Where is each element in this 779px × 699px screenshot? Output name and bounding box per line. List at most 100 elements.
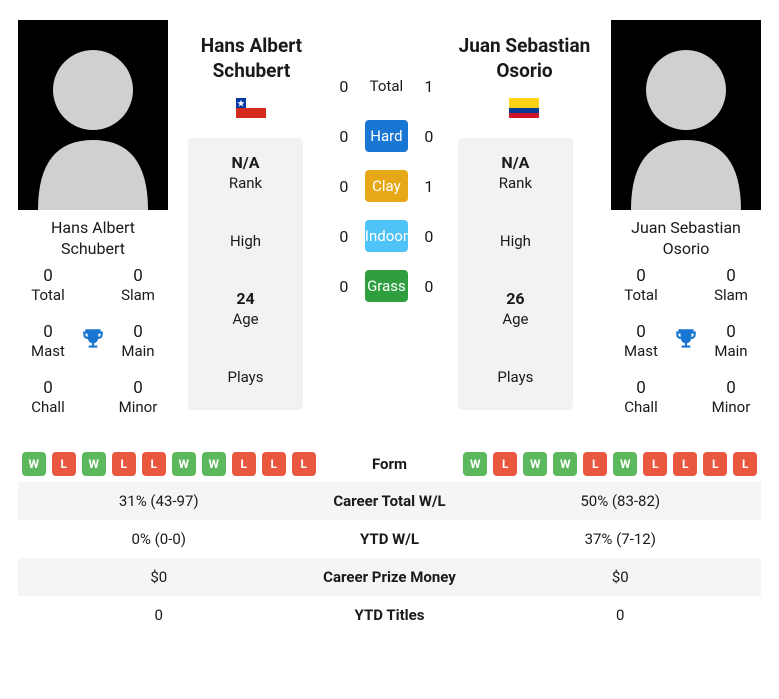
form-chip[interactable]: W [553,452,577,476]
h2h-grass: 0 Grass 0 [335,270,438,302]
h2h-hard-p1: 0 [335,127,353,146]
p2-high: High [458,206,573,274]
h2h-clay-label[interactable]: Clay [365,170,408,202]
p1-plays: Plays [188,342,303,410]
p2-chall-titles: 0Chall [624,378,657,416]
silhouette-icon [18,20,168,210]
form-chip[interactable]: L [703,452,727,476]
form-chip[interactable]: L [643,452,667,476]
stat-p1-value: 0 [18,606,300,624]
stat-p1-value: $0 [18,568,300,586]
silhouette-icon [611,20,761,210]
colombia-flag-icon [509,98,539,118]
h2h-indoor-p1: 0 [335,227,353,246]
p1-mast-titles: 0Mast [31,322,65,360]
h2h-grass-p1: 0 [335,277,353,296]
stat-label: Career Total W/L [300,492,480,510]
stat-p2-value: $0 [480,568,762,586]
h2h-column: 0 Total 1 0 Hard 0 0 Clay 1 0 Indoor 0 0… [335,20,438,416]
stat-p2-value: 37% (7-12) [480,530,762,548]
stats-table: 31% (43-97)Career Total W/L50% (83-82)0%… [18,482,761,634]
stat-row: 0YTD Titles0 [18,596,761,634]
h2h-grass-label[interactable]: Grass [365,270,408,302]
h2h-indoor-p2: 0 [420,227,438,246]
player2-name[interactable]: Juan Sebastian Osorio [611,210,761,266]
p1-slam-titles: 0Slam [121,266,155,304]
player2-header-name[interactable]: Juan Sebastian Osorio [458,20,591,98]
p2-total-titles: 0Total [624,266,658,304]
player1-titles: 0Total 0Slam 0Mast 0Main 0Chall 0Minor [18,266,168,416]
form-chip[interactable]: W [172,452,196,476]
stat-row: $0Career Prize Money$0 [18,558,761,596]
p2-minor-titles: 0Minor [712,378,751,416]
p1-main-titles: 0Main [121,322,154,360]
h2h-total-p1: 0 [335,77,353,96]
chile-flag-icon [236,98,266,118]
trophy-icon [80,326,106,356]
form-chip[interactable]: L [733,452,757,476]
player1-form: WLWLLWWLLL [18,452,320,476]
player1-name[interactable]: Hans Albert Schubert [18,210,168,266]
stat-label: YTD Titles [300,606,480,624]
stat-p1-value: 0% (0-0) [18,530,300,548]
stat-p2-value: 50% (83-82) [480,492,762,510]
form-chip[interactable]: W [463,452,487,476]
p2-main-titles: 0Main [714,322,747,360]
h2h-clay-p2: 1 [420,177,438,196]
stat-label: Career Prize Money [300,568,480,586]
stat-row: 0% (0-0)YTD W/L37% (7-12) [18,520,761,558]
h2h-indoor-label[interactable]: Indoor [365,220,408,252]
player1-photo[interactable] [18,20,168,210]
form-chip[interactable]: L [52,452,76,476]
form-chip[interactable]: W [82,452,106,476]
form-chip[interactable]: W [613,452,637,476]
p1-chall-titles: 0Chall [31,378,64,416]
form-chip[interactable]: L [493,452,517,476]
h2h-clay: 0 Clay 1 [335,170,438,202]
stat-p2-value: 0 [480,606,762,624]
form-label: Form [320,455,460,473]
player2-form: WLWWLWLLLL [460,452,762,476]
player2-stats-wrapper: Juan Sebastian Osorio N/ARank High 26Age… [458,20,591,416]
h2h-hard-label[interactable]: Hard [365,120,408,152]
stat-p1-value: 31% (43-97) [18,492,300,510]
form-chip[interactable]: L [262,452,286,476]
player1-card: Hans Albert Schubert 0Total 0Slam 0Mast … [18,20,168,416]
form-chip[interactable]: L [232,452,256,476]
h2h-clay-p1: 0 [335,177,353,196]
trophy-icon [673,326,699,356]
stat-row: 31% (43-97)Career Total W/L50% (83-82) [18,482,761,520]
p2-mast-titles: 0Mast [624,322,658,360]
player1-stat-column: N/ARank High 24Age Plays [188,138,303,410]
p2-plays: Plays [458,342,573,410]
form-chip[interactable]: W [202,452,226,476]
form-chip[interactable]: L [112,452,136,476]
player2-photo[interactable] [611,20,761,210]
player2-stat-column: N/ARank High 26Age Plays [458,138,573,410]
form-row: WLWLLWWLLL Form WLWWLWLLLL [18,446,761,482]
form-chip[interactable]: L [292,452,316,476]
p1-high: High [188,206,303,274]
form-chip[interactable]: L [142,452,166,476]
player2-card: Juan Sebastian Osorio 0Total 0Slam 0Mast… [611,20,761,416]
p1-rank: N/ARank [188,138,303,206]
p2-age: 26Age [458,274,573,342]
h2h-hard-p2: 0 [420,127,438,146]
form-chip[interactable]: L [673,452,697,476]
stat-label: YTD W/L [300,530,480,548]
p1-total-titles: 0Total [31,266,65,304]
h2h-total: 0 Total 1 [335,70,438,102]
form-chip[interactable]: L [583,452,607,476]
player1-flag [188,98,315,138]
p1-age: 24Age [188,274,303,342]
h2h-total-label: Total [365,70,408,102]
h2h-hard: 0 Hard 0 [335,120,438,152]
h2h-grass-p2: 0 [420,277,438,296]
form-chip[interactable]: W [22,452,46,476]
form-chip[interactable]: W [523,452,547,476]
h2h-indoor: 0 Indoor 0 [335,220,438,252]
p2-rank: N/ARank [458,138,573,206]
h2h-total-p2: 1 [420,77,438,96]
player1-header-name[interactable]: Hans Albert Schubert [188,20,315,98]
player1-stats-wrapper: Hans Albert Schubert N/ARank High 24Age … [188,20,315,416]
